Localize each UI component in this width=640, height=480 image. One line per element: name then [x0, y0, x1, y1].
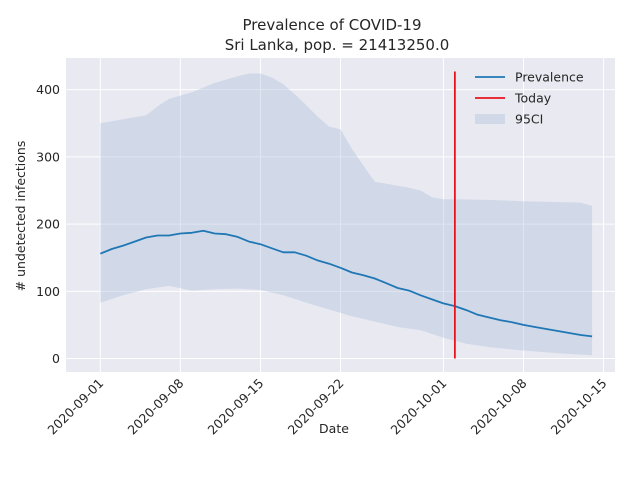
- series-layer: [99, 71, 593, 359]
- x-axis-label: Date: [319, 421, 349, 436]
- ci-band-layer: [100, 73, 593, 356]
- legend-label-today: Today: [514, 91, 552, 106]
- grid-lines: [66, 58, 615, 372]
- legend-label-95ci: 95CI: [515, 112, 543, 127]
- y-tick-label: 0: [52, 351, 60, 366]
- legend-label-prevalence: Prevalence: [515, 70, 584, 85]
- x-tick-label: 2020-10-15: [548, 376, 610, 438]
- x-tick-label: 2020-09-08: [125, 375, 187, 437]
- x-tick-label: 2020-10-01: [388, 376, 450, 438]
- legend-swatch-95ci: [475, 114, 505, 124]
- prevalence-line: [99, 229, 593, 338]
- y-tick-label: 400: [36, 82, 60, 97]
- y-tick-label: 300: [36, 149, 60, 164]
- y-axis-label: # undetected infections: [13, 141, 28, 292]
- chart-subtitle: Sri Lanka, pop. = 21413250.0: [225, 36, 450, 54]
- x-tick-label: 2020-10-08: [468, 375, 530, 437]
- y-tick-label: 200: [36, 217, 60, 232]
- chart-title: Prevalence of COVID-19: [242, 16, 421, 34]
- ci-band: [100, 73, 593, 356]
- x-tick-label: 2020-09-15: [205, 376, 267, 438]
- legend: Prevalence Today 95CI: [475, 70, 584, 127]
- x-tick-label: 2020-09-01: [44, 376, 106, 438]
- y-tick-label: 100: [36, 284, 60, 299]
